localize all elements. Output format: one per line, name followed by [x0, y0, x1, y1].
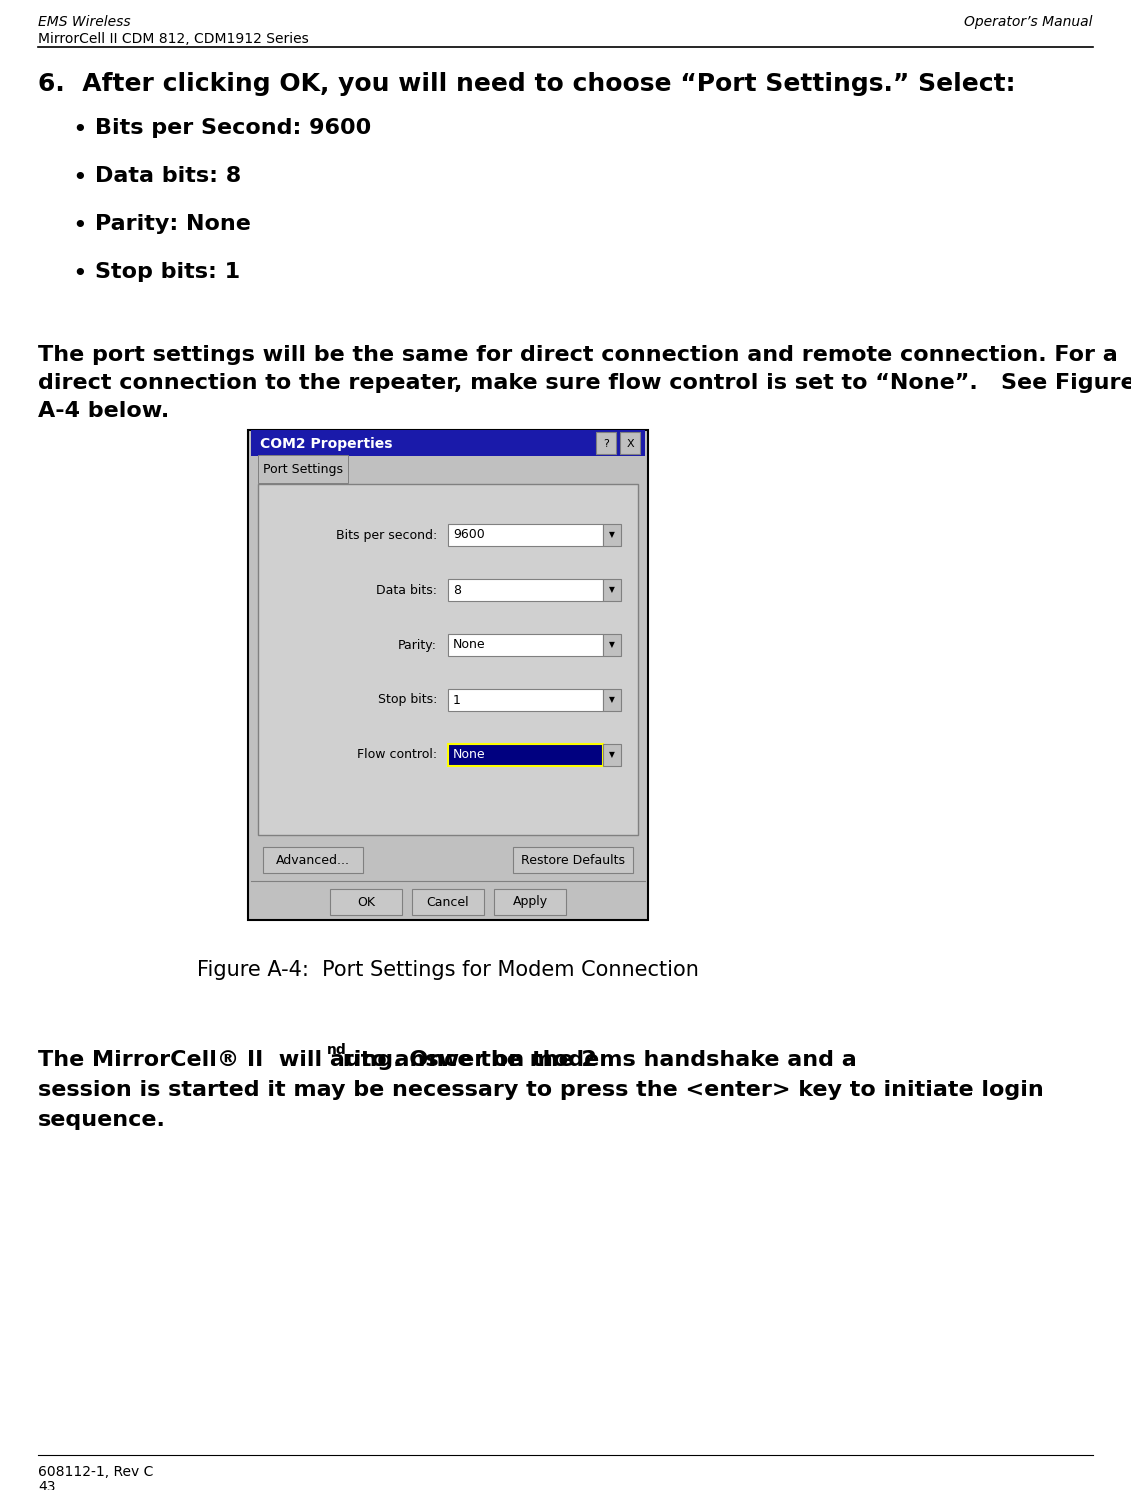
Bar — [264, 846, 363, 873]
Text: None: None — [454, 748, 485, 761]
Bar — [330, 890, 402, 915]
Text: ▼: ▼ — [610, 586, 615, 595]
Text: •: • — [72, 118, 87, 142]
Text: Bits per second:: Bits per second: — [336, 529, 437, 541]
Text: •: • — [72, 165, 87, 191]
Text: Advanced...: Advanced... — [276, 854, 349, 867]
Text: Data bits: 8: Data bits: 8 — [95, 165, 241, 186]
Text: 608112-1, Rev C: 608112-1, Rev C — [38, 1465, 154, 1480]
Text: Cancel: Cancel — [426, 895, 469, 909]
Bar — [596, 432, 616, 454]
Text: The MirrorCell® II  will auto answer on the 2: The MirrorCell® II will auto answer on t… — [38, 1050, 597, 1070]
Bar — [248, 431, 648, 919]
Text: ▼: ▼ — [610, 641, 615, 650]
Text: Bits per Second: 9600: Bits per Second: 9600 — [95, 118, 371, 139]
Bar — [448, 688, 603, 711]
Bar — [448, 524, 603, 545]
Text: sequence.: sequence. — [38, 1110, 166, 1129]
Text: •: • — [72, 215, 87, 238]
Text: 43: 43 — [38, 1480, 55, 1490]
Text: 8: 8 — [454, 584, 461, 596]
Bar — [603, 744, 621, 766]
Text: 1: 1 — [454, 693, 460, 706]
Bar — [603, 688, 621, 711]
Text: ▼: ▼ — [610, 530, 615, 539]
Text: ▼: ▼ — [610, 696, 615, 705]
Text: ring. Once the modems handshake and a: ring. Once the modems handshake and a — [335, 1050, 857, 1070]
Bar — [603, 635, 621, 656]
Text: EMS Wireless: EMS Wireless — [38, 15, 130, 28]
Text: Port Settings: Port Settings — [264, 463, 343, 477]
Text: The port settings will be the same for direct connection and remote connection. : The port settings will be the same for d… — [38, 346, 1117, 365]
Text: ▼: ▼ — [610, 751, 615, 760]
Bar — [603, 524, 621, 545]
Bar — [258, 454, 348, 483]
Text: Operator’s Manual: Operator’s Manual — [965, 15, 1093, 28]
Text: ?: ? — [603, 440, 608, 448]
Text: 6.  After clicking OK, you will need to choose “Port Settings.” Select:: 6. After clicking OK, you will need to c… — [38, 72, 1016, 95]
Bar — [251, 456, 645, 484]
Bar — [494, 890, 566, 915]
Text: Parity:: Parity: — [398, 639, 437, 651]
Text: •: • — [72, 262, 87, 286]
Text: Restore Defaults: Restore Defaults — [521, 854, 625, 867]
Bar — [448, 635, 603, 656]
Text: Stop bits:: Stop bits: — [378, 693, 437, 706]
Text: None: None — [454, 639, 485, 651]
Text: session is started it may be necessary to press the <enter> key to initiate logi: session is started it may be necessary t… — [38, 1080, 1044, 1100]
Bar — [251, 431, 645, 456]
Text: Stop bits: 1: Stop bits: 1 — [95, 262, 240, 282]
Text: OK: OK — [357, 895, 375, 909]
Text: Flow control:: Flow control: — [357, 748, 437, 761]
Bar — [412, 890, 484, 915]
Bar — [603, 580, 621, 600]
Text: Data bits:: Data bits: — [375, 584, 437, 596]
Bar — [513, 846, 633, 873]
Text: A-4 below.: A-4 below. — [38, 401, 170, 422]
Bar — [620, 432, 640, 454]
Text: Parity: None: Parity: None — [95, 215, 251, 234]
Text: X: X — [627, 440, 633, 448]
Text: COM2 Properties: COM2 Properties — [260, 437, 392, 451]
Text: nd: nd — [327, 1043, 346, 1056]
Text: Figure A-4:  Port Settings for Modem Connection: Figure A-4: Port Settings for Modem Conn… — [197, 960, 699, 980]
Bar — [258, 484, 638, 834]
Text: direct connection to the repeater, make sure flow control is set to “None”.   Se: direct connection to the repeater, make … — [38, 372, 1131, 393]
Text: 9600: 9600 — [454, 529, 485, 541]
Text: Apply: Apply — [512, 895, 547, 909]
Text: MirrorCell II CDM 812, CDM1912 Series: MirrorCell II CDM 812, CDM1912 Series — [38, 31, 309, 46]
Bar — [448, 580, 603, 600]
Bar — [448, 744, 603, 766]
